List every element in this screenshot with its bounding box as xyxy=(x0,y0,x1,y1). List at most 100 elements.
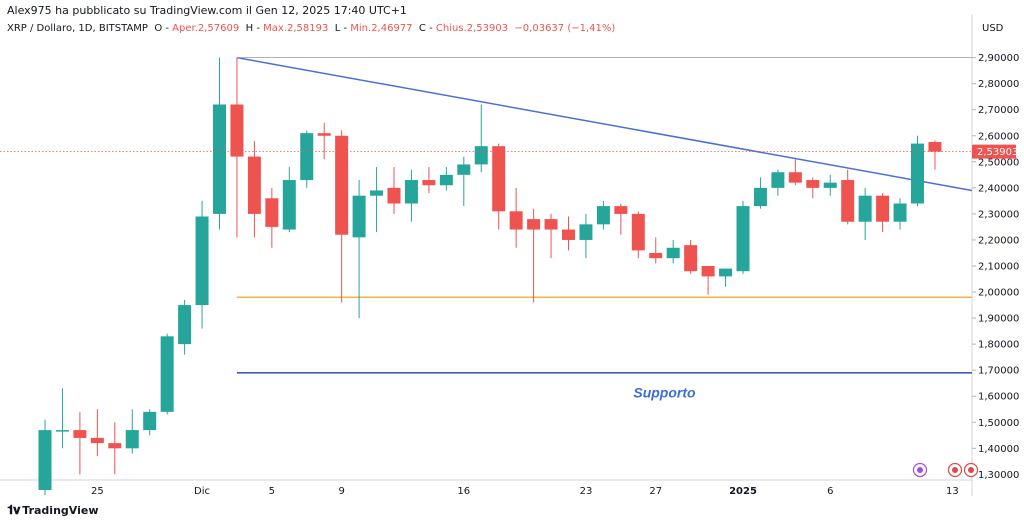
candle-body xyxy=(352,195,366,238)
time-tick-label: 27 xyxy=(649,486,662,497)
candle xyxy=(55,388,69,449)
candle xyxy=(230,57,244,238)
candle xyxy=(579,213,593,259)
candle-body xyxy=(230,104,244,157)
lightning-event-icon-dot xyxy=(917,467,923,473)
candle-body xyxy=(439,174,453,186)
candle xyxy=(701,266,715,295)
price-tick-label: 2,00000 xyxy=(978,288,1019,299)
candle-body xyxy=(195,216,209,306)
candle xyxy=(335,130,349,303)
resistance-trendline xyxy=(236,56,973,192)
candle xyxy=(73,411,87,475)
candle xyxy=(90,409,104,457)
close-sep: - xyxy=(429,23,436,34)
candle xyxy=(719,268,733,287)
flag-event-icon[interactable] xyxy=(947,462,963,478)
candle xyxy=(143,409,157,436)
candle-body xyxy=(143,411,157,431)
price-tick-label: 1,40000 xyxy=(978,444,1019,455)
candle-body xyxy=(404,180,418,204)
candle-body xyxy=(858,195,872,222)
tradingview-footer[interactable]: 𝟏𝐯 TradingView xyxy=(7,503,99,518)
candle-body xyxy=(387,187,401,204)
candle xyxy=(160,333,174,415)
candle-body xyxy=(422,180,436,186)
ohlc-legend: XRP / Dollaro, 1D, BITSTAMP O - Aper.2,5… xyxy=(7,23,615,34)
candle-body xyxy=(928,141,942,152)
candle-body xyxy=(492,146,506,212)
candle-body xyxy=(178,305,192,345)
candle xyxy=(265,187,279,248)
candle xyxy=(370,167,384,233)
low-label: L xyxy=(334,23,341,34)
candle xyxy=(823,174,837,196)
price-tick-label: 2,70000 xyxy=(978,105,1019,116)
time-tick-label: 2025 xyxy=(729,486,757,497)
candles xyxy=(38,57,942,496)
time-tick-label: 23 xyxy=(580,486,593,497)
open-value-number: Aper.2,57609 xyxy=(172,23,240,34)
footer-brand: TradingView xyxy=(22,504,99,517)
candle xyxy=(282,167,296,233)
candle-body xyxy=(701,266,715,277)
candle xyxy=(596,200,610,230)
grid xyxy=(0,14,973,496)
drawing-lines xyxy=(236,56,973,374)
candle-body xyxy=(806,180,820,188)
candle xyxy=(213,57,226,230)
candle xyxy=(352,180,366,319)
price-tick-label: 2,40000 xyxy=(978,183,1019,194)
candle xyxy=(684,239,698,274)
candle xyxy=(178,299,192,355)
candle xyxy=(422,167,436,194)
flag-event-icon-dot xyxy=(952,467,958,473)
candle-body xyxy=(579,224,593,240)
time-tick-label: 25 xyxy=(91,486,104,497)
symbol-label[interactable]: XRP / Dollaro, 1D, BITSTAMP xyxy=(7,23,148,34)
low-sep: - xyxy=(343,23,351,34)
candle-body xyxy=(841,180,855,222)
candle-body xyxy=(614,206,628,214)
time-tick-label: 13 xyxy=(946,486,959,497)
candle xyxy=(492,143,506,230)
candle-body xyxy=(649,252,663,259)
candle-body xyxy=(719,268,733,277)
candle xyxy=(736,200,750,274)
candle-body xyxy=(317,133,331,136)
candle xyxy=(771,169,785,196)
candle xyxy=(841,169,855,225)
close-value: Chius.2,53903 xyxy=(435,23,509,34)
candle xyxy=(38,419,52,496)
time-tick-label: 6 xyxy=(827,486,833,497)
candle xyxy=(649,237,663,264)
flag-event-icon[interactable] xyxy=(963,462,979,478)
time-axis: 25 Dic 5 9 16 23 27 2025 6 13 xyxy=(91,486,959,497)
candle xyxy=(806,177,820,199)
currency-label[interactable]: USD xyxy=(982,23,1004,34)
candle xyxy=(631,211,645,259)
price-tick-label: 2,60000 xyxy=(978,131,1019,142)
candle-body xyxy=(788,172,802,183)
candle-body xyxy=(370,190,384,196)
lightning-event-icon[interactable] xyxy=(912,462,928,478)
candle-body xyxy=(213,104,226,214)
supporto-annotation: Supporto xyxy=(633,384,696,400)
candle xyxy=(911,135,924,207)
price-tick-label: 2,20000 xyxy=(978,235,1019,246)
candle xyxy=(125,409,139,454)
candle-body xyxy=(125,430,139,449)
candle-body xyxy=(108,443,122,449)
candle xyxy=(562,216,575,251)
price-tick-label: 2,80000 xyxy=(978,79,1019,90)
candle xyxy=(317,122,331,160)
open-label: O xyxy=(154,23,163,34)
candle-body xyxy=(736,206,750,272)
candle-body xyxy=(911,143,924,204)
price-tick-label: 2,90000 xyxy=(978,53,1019,64)
candle xyxy=(614,203,628,235)
candle xyxy=(108,422,122,475)
candle xyxy=(928,140,942,170)
price-tick-label: 2,10000 xyxy=(978,262,1019,273)
